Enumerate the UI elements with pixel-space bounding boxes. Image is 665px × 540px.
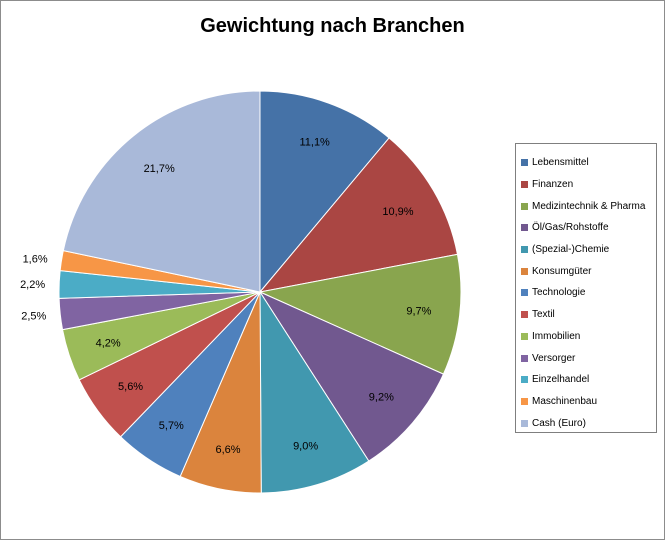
legend-label: Konsumgüter: [532, 265, 592, 277]
legend-swatch: [521, 397, 528, 405]
legend-item-spezial-chemie: (Spezial-)Chemie: [521, 239, 656, 261]
legend-label: Maschinenbau: [532, 395, 598, 407]
legend-label: Technologie: [532, 287, 586, 299]
chart-title: Gewichtung nach Branchen: [200, 15, 465, 37]
pie-slice-öl-gas-rohstoffe: [258, 290, 445, 462]
pie-slice-finanzen: [258, 137, 459, 293]
data-label-maschinenbau: 1,6%: [23, 253, 48, 265]
data-label-lebensmittel: 11,1%: [299, 137, 330, 149]
legend-swatch: [521, 159, 528, 167]
legend-swatch: [521, 332, 528, 340]
pie-slice-cash-euro: [62, 90, 261, 293]
data-label-öl-gas-rohstoffe: 9,2%: [369, 391, 394, 403]
legend-item-technologie: Technologie: [521, 282, 656, 304]
legend-item-immobilien: Immobilien: [521, 326, 656, 348]
data-label-textil: 5,6%: [118, 381, 143, 393]
data-label-spezial-chemie: 9,0%: [293, 440, 318, 452]
legend-item-maschinenbau: Maschinenbau: [521, 391, 656, 413]
data-label-immobilien: 4,2%: [96, 337, 121, 349]
legend-label: Lebensmittel: [532, 157, 589, 169]
pie-slice-spezial-chemie: [259, 290, 370, 494]
legend-item-cash-euro: Cash (Euro): [521, 412, 656, 434]
legend-item-finanzen: Finanzen: [521, 174, 656, 196]
data-label-einzelhandel: 2,2%: [20, 279, 45, 291]
legend-swatch: [521, 267, 528, 275]
legend-swatch: [521, 181, 528, 189]
legend-swatch: [521, 354, 528, 362]
legend-swatch: [521, 376, 528, 384]
pie-slice-lebensmittel: [259, 90, 390, 294]
legend-swatch: [521, 202, 528, 210]
legend-label: Finanzen: [532, 179, 574, 191]
data-label-cash-euro: 21,7%: [144, 163, 175, 175]
legend-item-konsumgüter: Konsumgüter: [521, 260, 656, 282]
legend-item-öl-gas-rohstoffe: Öl/Gas/Rohstoffe: [521, 217, 656, 239]
legend-label: Versorger: [532, 352, 576, 364]
legend-label: (Spezial-)Chemie: [532, 244, 610, 256]
legend: Lebensmittel Finanzen Medizintechnik & Pha…: [515, 143, 657, 433]
legend-label: Cash (Euro): [532, 417, 586, 429]
legend-swatch: [521, 311, 528, 319]
legend-swatch: [521, 289, 528, 297]
legend-label: Medizintechnik & Pharma: [532, 200, 646, 212]
legend-label: Einzelhandel: [532, 374, 590, 386]
legend-item-lebensmittel: Lebensmittel: [521, 152, 656, 174]
pie-slice-medizintechnik-pharma: [258, 253, 462, 375]
legend-label: Immobilien: [532, 330, 581, 342]
legend-item-medizintechnik-pharma: Medizintechnik & Pharma: [521, 195, 656, 217]
data-label-versorger: 2,5%: [21, 311, 46, 323]
legend-item-textil: Textil: [521, 304, 656, 326]
data-label-konsumgüter: 6,6%: [216, 444, 241, 456]
legend-swatch: [521, 246, 528, 254]
data-label-technologie: 5,7%: [159, 420, 184, 432]
legend-item-einzelhandel: Einzelhandel: [521, 369, 656, 391]
legend-swatch: [521, 419, 528, 427]
data-label-medizintechnik-pharma: 9,7%: [406, 306, 431, 318]
legend-swatch: [521, 224, 528, 232]
data-label-finanzen: 10,9%: [382, 206, 413, 218]
legend-label: Öl/Gas/Rohstoffe: [532, 222, 609, 234]
legend-label: Textil: [532, 309, 555, 321]
legend-item-versorger: Versorger: [521, 347, 656, 369]
